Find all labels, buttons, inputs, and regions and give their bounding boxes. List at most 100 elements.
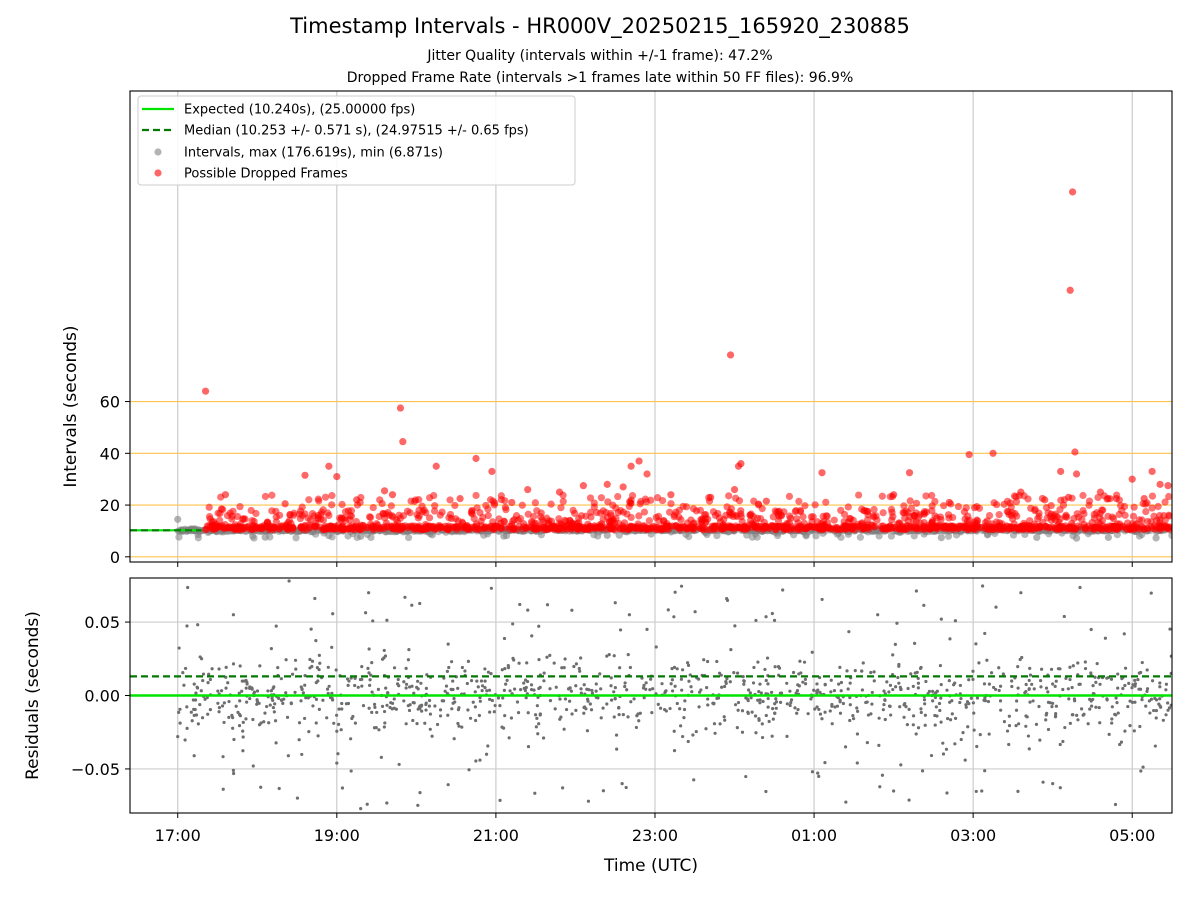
- residual-point: [536, 732, 540, 736]
- dropped-point: [710, 525, 718, 533]
- dropped-point: [754, 523, 762, 531]
- dropped-point: [379, 509, 387, 518]
- residual-point: [944, 747, 949, 751]
- dropped-point: [808, 517, 816, 526]
- residual-point: [407, 708, 412, 713]
- residual-point: [193, 698, 198, 702]
- residual-point: [851, 714, 855, 718]
- residual-point: [304, 696, 308, 700]
- residual-point: [509, 716, 514, 720]
- residual-point: [390, 701, 395, 705]
- residual-point: [302, 716, 307, 721]
- residual-point: [764, 615, 768, 619]
- residual-point: [773, 702, 777, 706]
- residual-point: [217, 710, 221, 714]
- residual-point: [725, 677, 729, 681]
- residual-point: [578, 669, 582, 673]
- dropped-point: [603, 480, 611, 488]
- residual-point: [334, 668, 338, 672]
- residual-point: [474, 759, 478, 763]
- residual-point: [760, 722, 764, 726]
- residual-point: [451, 679, 455, 683]
- residual-point: [651, 687, 655, 691]
- residual-point: [642, 683, 646, 688]
- residual-point: [635, 714, 639, 718]
- residual-point: [860, 669, 864, 673]
- chart-subtitle-jitter: Jitter Quality (intervals within +/-1 fr…: [427, 48, 773, 64]
- dropped-point: [436, 523, 444, 531]
- dropped-point: [1099, 506, 1107, 514]
- dropped-point: [949, 513, 957, 522]
- residual-point: [869, 712, 873, 716]
- residual-point: [963, 758, 967, 762]
- residual-point: [349, 769, 353, 773]
- residual-point: [888, 683, 893, 687]
- dropped-point: [870, 505, 878, 514]
- residual-point: [386, 691, 390, 695]
- dropped-point: [720, 515, 728, 524]
- residual-point: [1077, 682, 1081, 686]
- dropped-point: [430, 507, 439, 515]
- residual-point: [689, 685, 693, 689]
- residual-point: [613, 686, 617, 690]
- dropped-point: [1130, 503, 1138, 511]
- residual-point: [959, 737, 963, 742]
- residual-point: [232, 771, 236, 776]
- residual-point: [446, 713, 450, 717]
- residual-point: [1140, 660, 1144, 665]
- dropped-point: [785, 492, 794, 501]
- dropped-point: [910, 511, 919, 520]
- dropped-point: [408, 523, 417, 532]
- residual-point: [183, 738, 187, 742]
- dropped-point: [1142, 507, 1150, 516]
- residual-point: [1149, 697, 1154, 701]
- dropped-point: [1104, 525, 1112, 533]
- residual-point: [764, 678, 768, 683]
- residual-point: [178, 721, 182, 725]
- residual-point: [1164, 682, 1169, 686]
- dropped-point: [667, 491, 675, 499]
- residual-point: [303, 674, 307, 678]
- dropped-point: [670, 513, 678, 521]
- residual-point: [698, 690, 702, 694]
- residual-point: [178, 707, 182, 711]
- residual-point: [931, 689, 935, 693]
- dropped-point: [446, 496, 454, 504]
- residual-point: [290, 672, 295, 676]
- residual-point: [987, 682, 991, 686]
- residual-point: [1041, 780, 1045, 784]
- residual-point: [1044, 686, 1049, 690]
- residual-point: [231, 768, 236, 773]
- residual-point: [1168, 627, 1172, 631]
- dropped-point: [268, 491, 276, 499]
- dropped-point: [1017, 488, 1025, 496]
- residual-point: [450, 688, 454, 692]
- dropped-point: [627, 513, 635, 522]
- residual-point: [335, 761, 339, 765]
- dropped-point: [224, 523, 233, 532]
- residual-point: [1154, 716, 1158, 720]
- residual-point: [318, 661, 322, 665]
- residual-point: [815, 682, 819, 686]
- residual-point: [554, 685, 558, 689]
- residual-point: [1095, 661, 1099, 666]
- residual-point: [376, 687, 381, 691]
- dropped-point: [502, 506, 510, 514]
- dropped-point: [321, 493, 330, 501]
- residual-point: [185, 726, 189, 730]
- dropped-point: [954, 502, 963, 511]
- residual-point: [949, 718, 953, 722]
- residual-point: [1058, 667, 1062, 671]
- residual-point: [562, 666, 566, 670]
- residual-point: [692, 778, 696, 782]
- residual-point: [231, 613, 236, 617]
- residual-point: [303, 683, 307, 687]
- residual-point: [923, 723, 927, 727]
- residual-point: [735, 671, 740, 675]
- residual-point: [402, 699, 406, 703]
- residual-point: [1123, 683, 1127, 688]
- residual-point: [284, 691, 288, 695]
- residual-point: [946, 716, 950, 721]
- residual-point: [1032, 687, 1036, 691]
- residual-point: [1061, 739, 1065, 744]
